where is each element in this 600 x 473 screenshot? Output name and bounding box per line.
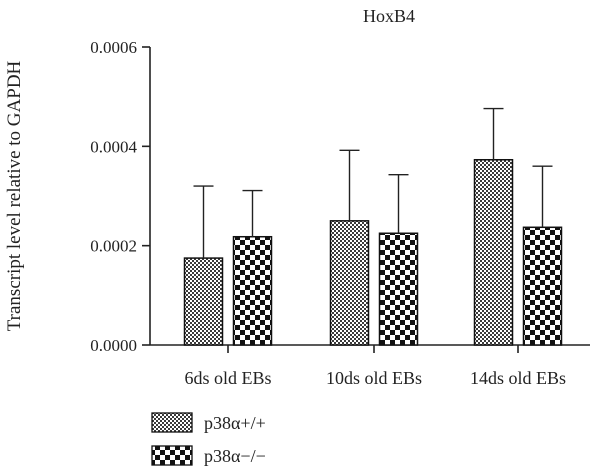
x-axis: 6ds old EBs 10ds old EBs 14ds old EBs [150, 344, 590, 388]
y-tick-label: 0.0000 [90, 336, 137, 355]
legend-swatch [151, 412, 193, 433]
legend-swatch [151, 445, 193, 466]
bar-wt-2 [473, 158, 514, 346]
bar-ko-1 [378, 232, 419, 346]
legend-label: p38α−/− [204, 446, 266, 466]
y-tick-label: 0.0006 [90, 38, 137, 57]
bar-ko-2 [522, 226, 563, 346]
x-tick-label: 6ds old EBs [184, 368, 271, 388]
y-tick-label: 0.0004 [90, 137, 137, 156]
legend: p38α+/+ p38α−/− [151, 412, 266, 466]
y-tick-label: 0.0002 [90, 237, 137, 256]
chart-title: HoxB4 [363, 6, 415, 26]
bar-wt-0 [183, 257, 224, 346]
error-bars-group [193, 107, 553, 259]
legend-label: p38α+/+ [204, 413, 266, 433]
x-tick-label: 14ds old EBs [470, 368, 566, 388]
y-axis-label: Transcript level relative to GAPDH [4, 60, 25, 331]
bar-wt-1 [329, 220, 370, 346]
bars-group [183, 158, 563, 346]
y-axis: 0.0000 0.0002 0.0004 0.0006 [90, 38, 151, 355]
x-tick-label: 10ds old EBs [326, 368, 422, 388]
bar-ko-0 [232, 235, 273, 346]
